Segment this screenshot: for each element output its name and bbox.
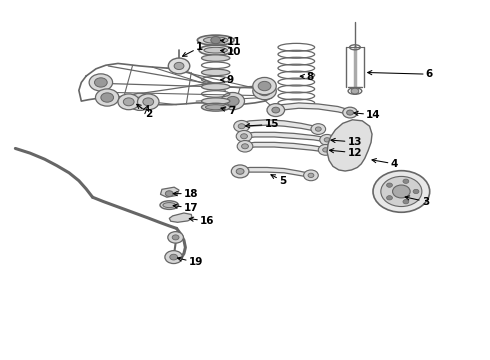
Circle shape: [123, 98, 134, 106]
Text: 14: 14: [354, 110, 381, 120]
Text: 9: 9: [220, 75, 234, 85]
Text: 19: 19: [177, 257, 203, 267]
Circle shape: [320, 134, 334, 145]
Circle shape: [323, 148, 329, 152]
Circle shape: [403, 199, 409, 204]
Polygon shape: [237, 120, 318, 132]
Circle shape: [134, 97, 147, 107]
Circle shape: [318, 144, 333, 155]
Circle shape: [381, 176, 422, 207]
Text: 4: 4: [372, 158, 398, 169]
Ellipse shape: [201, 98, 230, 104]
Circle shape: [308, 173, 314, 177]
Circle shape: [174, 62, 184, 69]
Polygon shape: [160, 187, 179, 197]
Circle shape: [267, 104, 285, 117]
Circle shape: [253, 77, 276, 95]
Text: 6: 6: [368, 69, 433, 79]
Circle shape: [346, 110, 353, 115]
Ellipse shape: [201, 55, 230, 61]
Circle shape: [128, 93, 152, 111]
Ellipse shape: [197, 35, 234, 45]
Text: 16: 16: [189, 216, 215, 226]
Circle shape: [311, 124, 326, 134]
Ellipse shape: [205, 105, 226, 110]
Circle shape: [258, 81, 271, 91]
Circle shape: [165, 191, 173, 197]
Ellipse shape: [160, 201, 178, 210]
Text: 11: 11: [220, 37, 241, 46]
Ellipse shape: [203, 37, 228, 43]
Circle shape: [403, 179, 409, 183]
Circle shape: [234, 121, 249, 132]
Circle shape: [343, 107, 357, 118]
Circle shape: [96, 89, 119, 106]
Text: 5: 5: [271, 175, 287, 186]
Circle shape: [316, 127, 321, 131]
Circle shape: [373, 171, 430, 212]
Circle shape: [236, 131, 252, 142]
Polygon shape: [235, 167, 311, 177]
Circle shape: [168, 231, 183, 243]
Text: 13: 13: [331, 137, 362, 147]
Circle shape: [387, 183, 392, 187]
Polygon shape: [240, 142, 326, 152]
Circle shape: [138, 94, 159, 110]
Circle shape: [170, 254, 177, 260]
Polygon shape: [327, 120, 372, 171]
Circle shape: [165, 251, 182, 264]
Circle shape: [95, 78, 107, 87]
Text: 1: 1: [183, 42, 203, 56]
Circle shape: [304, 170, 318, 181]
Ellipse shape: [204, 47, 227, 53]
Circle shape: [236, 168, 244, 174]
Ellipse shape: [201, 84, 230, 90]
Circle shape: [226, 96, 239, 106]
Circle shape: [324, 138, 330, 142]
Polygon shape: [272, 103, 350, 115]
Text: 10: 10: [220, 46, 241, 57]
Text: 15: 15: [245, 120, 279, 129]
Circle shape: [101, 93, 114, 102]
Text: 2: 2: [137, 104, 152, 119]
Circle shape: [231, 165, 249, 178]
Ellipse shape: [201, 103, 230, 111]
Text: 7: 7: [221, 106, 235, 116]
Circle shape: [221, 93, 245, 110]
Circle shape: [387, 195, 392, 200]
Circle shape: [89, 74, 113, 91]
Circle shape: [413, 189, 419, 194]
Ellipse shape: [199, 45, 232, 55]
Circle shape: [237, 140, 253, 152]
Circle shape: [211, 37, 220, 44]
Circle shape: [351, 88, 359, 94]
Circle shape: [143, 98, 154, 106]
Circle shape: [258, 86, 271, 96]
Text: 18: 18: [173, 189, 198, 199]
Ellipse shape: [163, 203, 175, 208]
Circle shape: [272, 107, 280, 113]
Circle shape: [168, 58, 190, 74]
Ellipse shape: [201, 69, 230, 76]
Circle shape: [241, 134, 247, 139]
Circle shape: [238, 124, 245, 129]
Text: 12: 12: [330, 148, 362, 158]
Polygon shape: [239, 132, 327, 142]
Polygon shape: [169, 213, 192, 222]
Text: 3: 3: [405, 196, 429, 207]
Text: 8: 8: [300, 72, 313, 82]
Circle shape: [242, 144, 248, 149]
Circle shape: [172, 235, 179, 240]
Circle shape: [392, 185, 410, 198]
Text: 17: 17: [173, 203, 198, 213]
Circle shape: [118, 94, 140, 110]
Circle shape: [253, 82, 276, 100]
